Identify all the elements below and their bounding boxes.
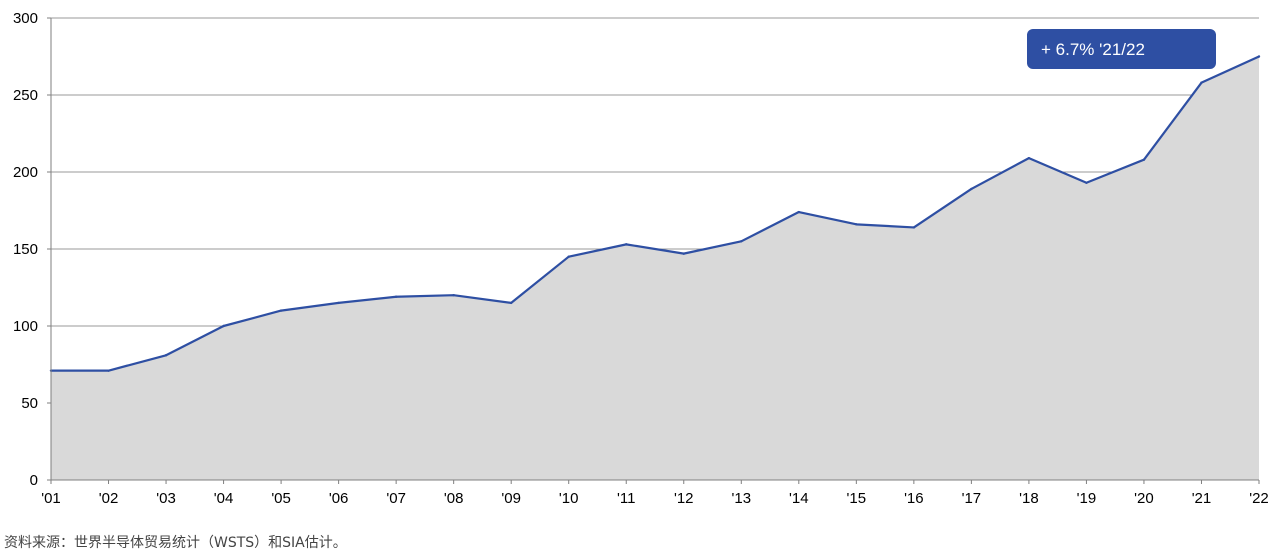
- data-point: [452, 294, 455, 297]
- y-tick-label: 50: [21, 395, 38, 412]
- y-tick-label: 300: [13, 10, 38, 27]
- x-tick-label: '10: [559, 490, 579, 507]
- data-point: [797, 210, 801, 214]
- x-tick-label: '02: [99, 490, 119, 507]
- annotation-label: + 6.7% '21/22: [1041, 40, 1145, 59]
- data-point: [1200, 81, 1203, 84]
- y-tick-label: 0: [30, 472, 38, 489]
- data-point: [740, 240, 743, 243]
- x-tick-label: '11: [617, 490, 635, 507]
- data-point: [682, 252, 685, 255]
- x-tick-label: '15: [847, 490, 867, 507]
- area-layer: [49, 55, 1261, 480]
- x-tick-label: '18: [1019, 490, 1039, 507]
- x-tick-label: '08: [444, 490, 464, 507]
- x-tick-label: '07: [386, 490, 406, 507]
- x-tick-label: '22: [1249, 490, 1269, 507]
- data-point: [912, 226, 916, 229]
- y-tick-labels: 0 50 100 150 200 250 300: [13, 10, 38, 489]
- data-point: [222, 324, 225, 328]
- data-point: [107, 369, 110, 372]
- x-tick-label: '21: [1192, 490, 1212, 507]
- area-fill: [51, 56, 1259, 480]
- y-tick-label: 200: [13, 164, 38, 181]
- data-point: [337, 301, 340, 305]
- y-tick-label: 250: [13, 87, 38, 104]
- x-tick-label: '19: [1077, 490, 1097, 507]
- data-point: [1257, 55, 1261, 58]
- x-tick-label: '17: [962, 490, 982, 507]
- x-tick-label: '13: [732, 490, 752, 507]
- data-point: [394, 295, 398, 298]
- source-note: 资料来源：世界半导体贸易统计（WSTS）和SIA估计。: [4, 535, 347, 551]
- data-point: [970, 187, 973, 191]
- data-point: [279, 309, 283, 312]
- x-tick-labels: '01 '02 '03 '04 '05 '06 '07 '08 '09 '10 '11 '12 '13 '…: [41, 490, 1269, 507]
- x-tick-label: '03: [156, 490, 176, 507]
- x-tick-label: '01: [41, 490, 61, 507]
- x-tick-label: '05: [271, 490, 291, 507]
- series-line: [51, 55, 1260, 372]
- x-tick-label: '09: [501, 490, 521, 507]
- annotation: + 6.7% '21/22: [1027, 29, 1216, 69]
- x-tick-label: '20: [1134, 490, 1154, 507]
- data-point: [1142, 158, 1146, 161]
- data-point: [625, 243, 628, 246]
- x-tick-label: '14: [789, 490, 809, 507]
- data-point: [164, 354, 168, 357]
- y-tick-label: 150: [13, 241, 38, 258]
- data-point: [509, 301, 513, 305]
- data-point: [855, 223, 858, 226]
- data-point: [1027, 156, 1031, 160]
- axes: [47, 17, 1260, 484]
- data-point: [567, 255, 570, 258]
- y-tick-label: 100: [13, 318, 38, 335]
- x-tick-label: '04: [214, 490, 234, 507]
- x-tick-label: '16: [904, 490, 924, 507]
- annotation-box: [1027, 29, 1216, 69]
- x-tick-label: '06: [329, 490, 349, 507]
- x-tick-label: '12: [674, 490, 694, 507]
- data-point: [1085, 181, 1088, 184]
